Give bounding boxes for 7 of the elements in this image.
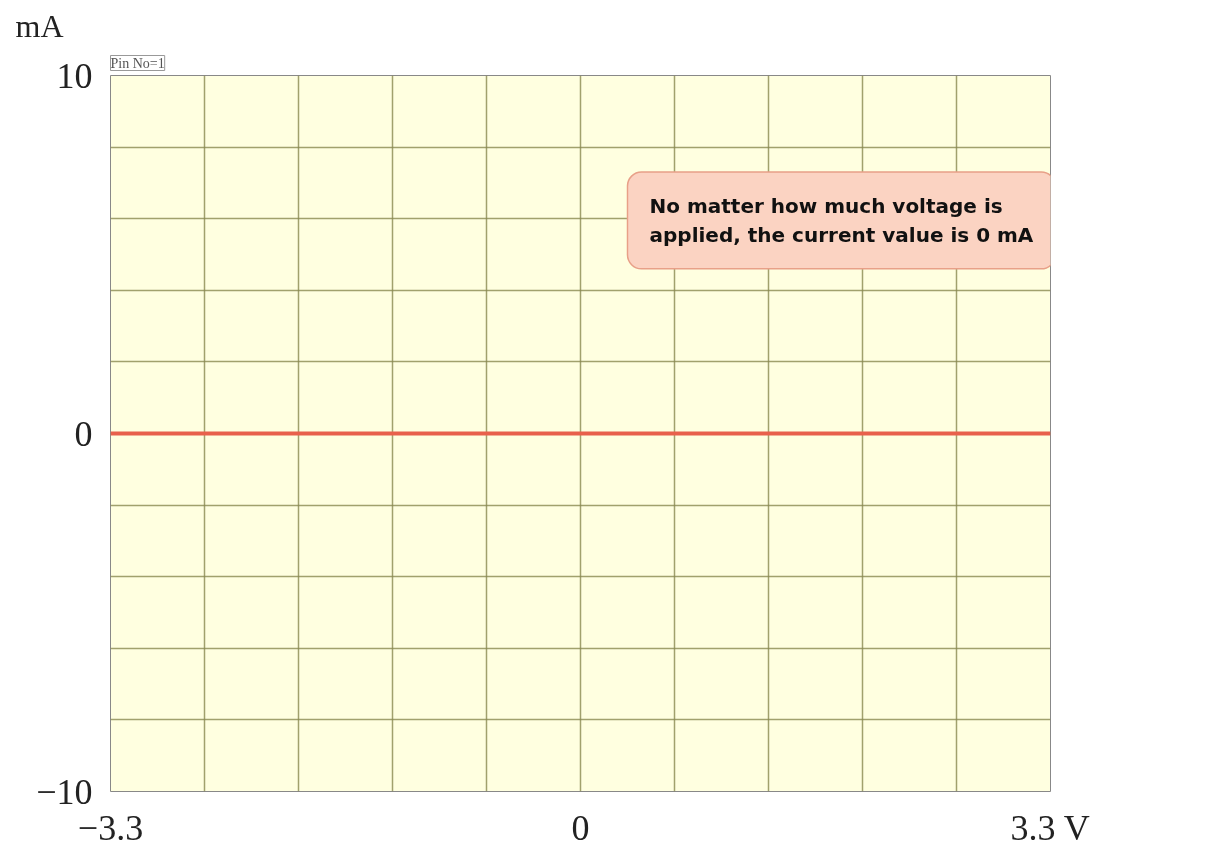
y-tick-label: 0 — [74, 413, 93, 454]
y-axis-title: mA — [15, 7, 64, 44]
chart-subtitle: Pin No=1 — [110, 55, 165, 71]
x-tick-label: 3.3 V — [1010, 807, 1090, 848]
x-tick-label: 0 — [571, 807, 590, 848]
y-tick-label: 10 — [56, 55, 93, 96]
annotation: No matter how much voltage is applied, the current value is 0 mA — [649, 194, 1034, 247]
